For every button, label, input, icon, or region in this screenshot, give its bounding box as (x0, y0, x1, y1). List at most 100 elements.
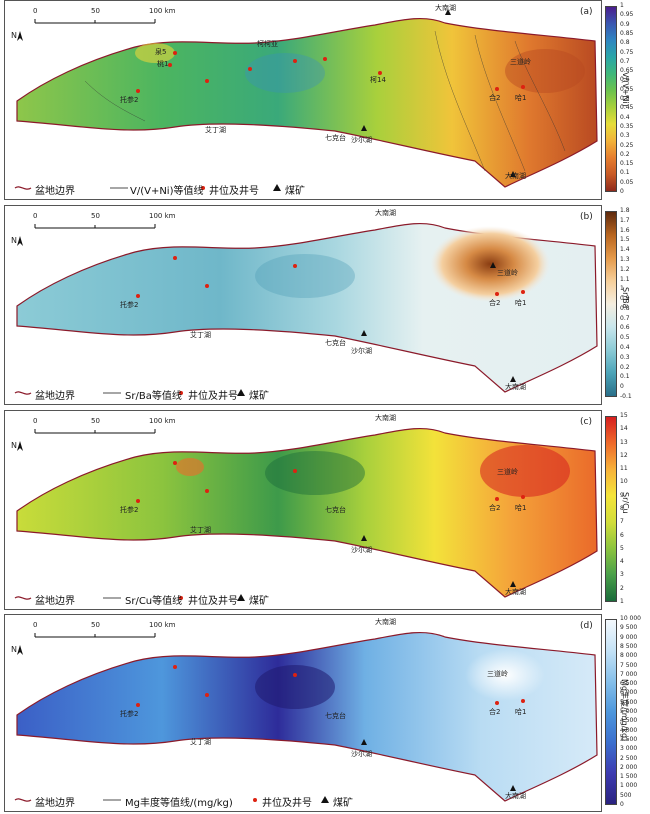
lake-south-label-d: 大南湖 (505, 792, 526, 800)
colorbar-d-tick: 0 (620, 801, 624, 808)
colorbar-b-tick: 0.1 (620, 373, 630, 381)
north-label: N (11, 31, 17, 40)
tuo2-label-d: 托参2 (120, 710, 139, 718)
colorbar-d-tick: 4 500 (620, 717, 638, 725)
legend-contour-d: Mg丰度等值线/(mg/kg) (125, 798, 233, 809)
basin-shape-a (16, 17, 598, 188)
colorbar-a-tick: 0.1 (620, 169, 630, 177)
colorbar-d-tick: 3 000 (620, 745, 638, 753)
map-panel-d: 0 50 100 km N (d) 大南湖 七克台 沙尔湖 艾丁湖 三道岭 合2… (4, 614, 602, 812)
sdl-label-b: 三道岭 (497, 269, 518, 277)
north-arrow-b (17, 236, 23, 246)
scale-label-50-c: 50 (91, 417, 100, 425)
colorbar-c-tick: 14 (620, 425, 628, 433)
scale-label-100-b: 100 km (149, 212, 176, 220)
lake-south-label-b: 大南湖 (505, 383, 526, 391)
colorbar-a-tick: 0 (620, 188, 624, 195)
colorbar-c-tick: 2 (620, 584, 624, 592)
colorbar-d-tick: 4 000 (620, 726, 638, 734)
colorbar-b-tick: 0.5 (620, 334, 630, 342)
colorbar-b-tick: 0.8 (620, 304, 630, 312)
colorbar-c-tick: 10 (620, 478, 628, 486)
north-arrow-a (17, 31, 23, 41)
colorbar-b-ramp (605, 211, 617, 397)
legend-wells-a: 井位及井号 (209, 186, 259, 197)
colorbar-a: 1 0.95 0.9 0.85 0.8 0.75 0.7 0.65 0.6 0.55 0.5 0.45… (604, 2, 648, 198)
hami1-label-d: 哈1 (515, 708, 527, 716)
ke2-label: 柯柯亚 (257, 40, 278, 48)
colorbar-d-tick: 2 000 (620, 763, 638, 771)
colorbar-a-tick: 1 (620, 2, 624, 9)
hami1-label: 哈1 (515, 94, 527, 102)
qikt-label: 七克台 (325, 134, 346, 142)
basin-shape-d (16, 631, 598, 802)
colorbar-c-tick: 15 (620, 412, 628, 419)
colorbar-b-tick: 0.3 (620, 353, 630, 361)
legend-contour-c: Sr/Cu等值线 (125, 596, 183, 607)
colorbar-a-tick: 0.3 (620, 132, 630, 140)
quan5-label: 泉5 (155, 48, 167, 56)
tuo2-label: 托参2 (120, 96, 139, 104)
colorbar-d-title: Mg丰度/(mg/kg) (620, 679, 629, 742)
he2-label-c: 合2 (489, 504, 501, 512)
colorbar-b-tick: -0.1 (620, 393, 632, 400)
colorbar-c: 15 14 13 12 11 10 9 8 7 6 5 4 3 2 1 Sr/Cu (604, 412, 648, 608)
scale-label-50: 50 (91, 7, 100, 15)
colorbar-c-tick: 3 (620, 571, 624, 579)
legend-wells-d: 井位及井号 (262, 798, 312, 809)
lake-mid-label: 沙尔湖 (351, 136, 372, 144)
he2-label-b: 合2 (489, 299, 501, 307)
colorbar-c-title: Sr/Cu (621, 492, 630, 514)
lake-south-label-c: 大南湖 (505, 588, 526, 596)
colorbar-d-tick: 1 000 (620, 782, 638, 790)
colorbar-b-tick: 0.7 (620, 314, 630, 322)
colorbar-c-tick: 13 (620, 438, 628, 446)
colorbar-c-tick: 12 (620, 451, 628, 459)
colorbar-b-title: Sr/Ba (621, 287, 630, 309)
colorbar-a-tick: 0.85 (620, 29, 634, 37)
qikt-label-d: 七克台 (325, 712, 346, 720)
colorbar-b-tick: 1.1 (620, 275, 630, 283)
colorbar-d-tick: 10 000 (620, 615, 641, 622)
colorbar-a-tick: 0.7 (620, 57, 630, 65)
colorbar-b-tick: 1.6 (620, 226, 630, 234)
ke14-label: 柯14 (370, 76, 386, 84)
legend-coal-d: 煤矿 (333, 798, 353, 809)
colorbar-b-tick: 0.6 (620, 324, 630, 332)
colorbar-a-tick: 0.65 (620, 67, 634, 75)
scale-label-100: 100 km (149, 7, 176, 15)
north-label-c: N (11, 441, 17, 450)
lake-south-label: 大南湖 (505, 172, 526, 180)
colorbar-b-tick: 0.2 (620, 363, 630, 371)
scale-bar-d (34, 633, 156, 638)
north-arrow-d (17, 645, 23, 655)
colorbar-c-tick: 8 (620, 505, 624, 512)
colorbar-c-tick: 1 (620, 598, 624, 605)
map-panel-a: 0 50 100 km N (a) 大南湖 七克台 沙尔湖 艾丁湖 三道岭 合2… (4, 0, 602, 200)
colorbar-a-tick: 0.45 (620, 104, 634, 112)
legend-coal-b: 煤矿 (249, 391, 269, 402)
panel-id-b: (b) (580, 212, 593, 222)
colorbar-a-tick: 0.5 (620, 95, 630, 102)
colorbar-a-tick: 0.55 (620, 85, 634, 93)
colorbar-b-tick: 1.3 (620, 255, 630, 263)
qikt-label-c: 七克台 (325, 506, 346, 514)
colorbar-a-tick: 0.05 (620, 178, 634, 186)
colorbar-c-ramp (605, 416, 617, 602)
hami1-label-c: 哈1 (515, 504, 527, 512)
colorbar-c-tick: 11 (620, 465, 628, 473)
hami1-label-b: 哈1 (515, 299, 527, 307)
scale-bar-a (34, 19, 156, 24)
legend-wells-b: 井位及井号 (188, 391, 238, 402)
legend-coal-a: 煤矿 (285, 186, 305, 197)
colorbar-a-tick: 0.6 (620, 76, 630, 84)
colorbar-d-tick: 6 500 (620, 680, 638, 688)
north-label-b: N (11, 236, 17, 245)
colorbar-d-tick: 2 500 (620, 754, 638, 762)
north-arrow-c (17, 441, 23, 451)
sdl-label-c: 三道岭 (497, 468, 518, 476)
sdl-label-d: 三道岭 (487, 670, 508, 678)
lake-north-label-b: 大南湖 (375, 209, 396, 217)
scale-label-0-d: 0 (33, 621, 38, 629)
basin-shape-c (16, 427, 598, 598)
